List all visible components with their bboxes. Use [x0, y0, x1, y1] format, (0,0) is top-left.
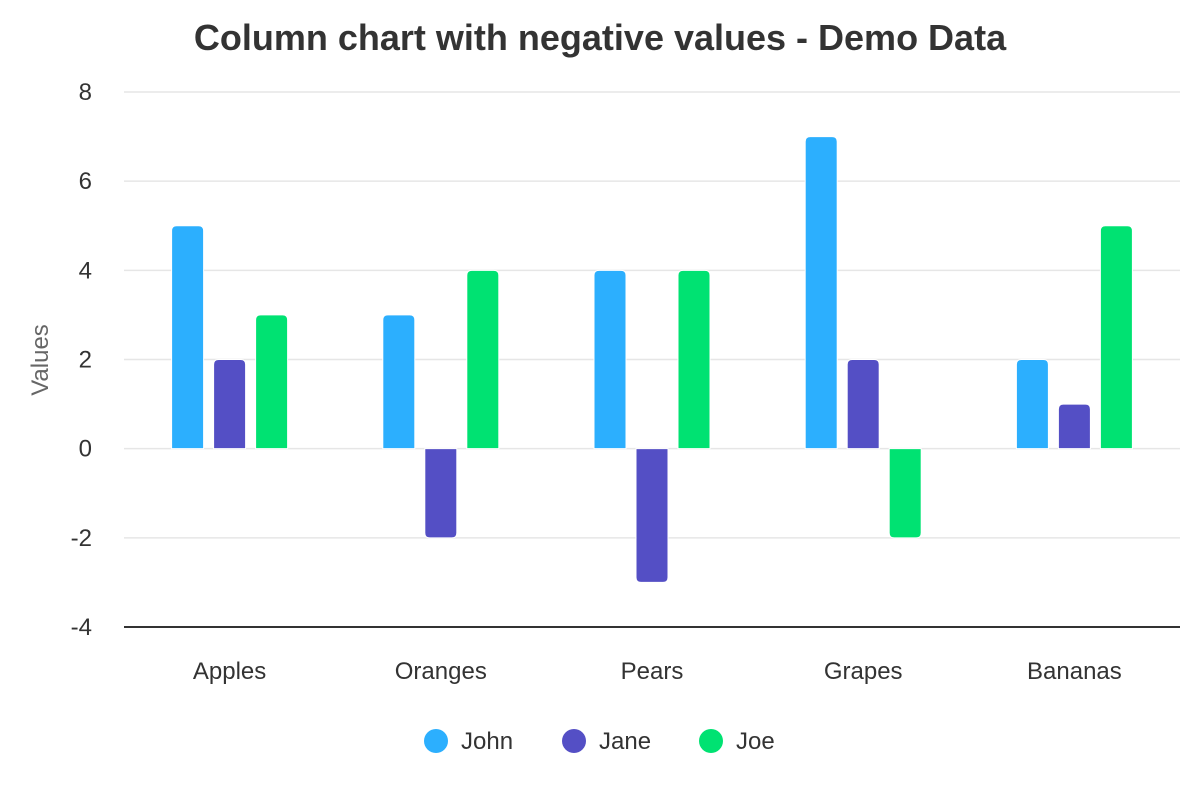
x-tick-label: Grapes — [824, 658, 903, 685]
y-tick-label: 0 — [79, 436, 92, 463]
legend-marker — [424, 729, 448, 753]
x-tick-label: Bananas — [1027, 658, 1122, 685]
y-axis-ticks: 8 6 4 2 0 -2 -4 — [71, 79, 92, 641]
bar-john-bananas[interactable] — [1015, 359, 1049, 450]
y-tick-label: 2 — [79, 347, 92, 374]
bar-joe-grapes[interactable] — [888, 448, 922, 539]
legend-item-jane[interactable]: Jane — [562, 728, 651, 755]
x-tick-label: Pears — [621, 658, 684, 685]
bar-john-grapes[interactable] — [804, 136, 838, 450]
y-tick-label: -2 — [71, 525, 92, 552]
legend-label: John — [461, 728, 513, 755]
x-tick-label: Oranges — [395, 658, 487, 685]
legend-item-john[interactable]: John — [424, 728, 513, 755]
bar-jane-apples[interactable] — [213, 359, 247, 450]
bar-john-pears[interactable] — [593, 269, 627, 450]
y-axis-label: Values — [27, 324, 54, 396]
bar-joe-bananas[interactable] — [1099, 225, 1133, 450]
bar-jane-bananas[interactable] — [1057, 403, 1091, 450]
chart-title: Column chart with negative values - Demo… — [194, 17, 1007, 58]
bar-jane-grapes[interactable] — [846, 359, 880, 450]
y-tick-label: 8 — [79, 79, 92, 106]
bar-jane-pears[interactable] — [635, 448, 669, 583]
y-tick-label: -4 — [71, 614, 92, 641]
y-tick-label: 4 — [79, 257, 92, 284]
legend-label: Jane — [599, 728, 651, 755]
bar-joe-pears[interactable] — [677, 269, 711, 450]
legend-label: Joe — [736, 728, 775, 755]
bar-joe-oranges[interactable] — [466, 269, 500, 450]
bar-joe-apples[interactable] — [255, 314, 289, 450]
x-axis-ticks: Apples Oranges Pears Grapes Bananas — [193, 658, 1122, 685]
legend-item-joe[interactable]: Joe — [699, 728, 775, 755]
bars — [171, 136, 1133, 583]
y-tick-label: 6 — [79, 168, 92, 195]
bar-jane-oranges[interactable] — [424, 448, 458, 539]
x-tick-label: Apples — [193, 658, 266, 685]
legend: John Jane Joe — [424, 728, 775, 755]
bar-john-apples[interactable] — [171, 225, 205, 450]
legend-marker — [562, 729, 586, 753]
bar-john-oranges[interactable] — [382, 314, 416, 450]
legend-marker — [699, 729, 723, 753]
